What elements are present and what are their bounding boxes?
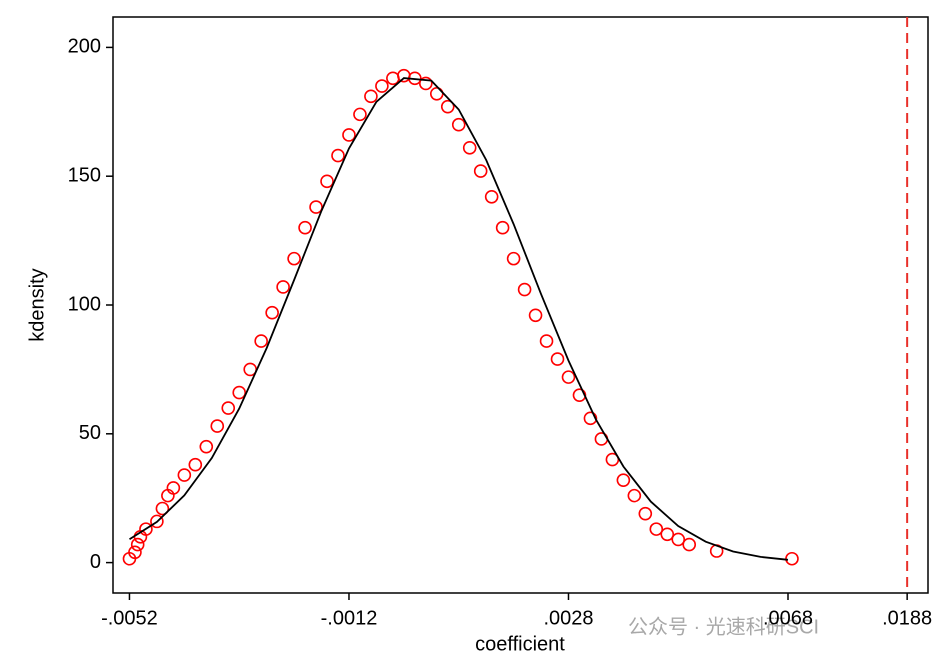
point [583,411,598,426]
point [188,457,203,472]
point [627,488,642,503]
y-tick-label: 200 [68,36,101,58]
plot-frame [112,16,929,594]
point [342,128,356,142]
point [785,551,799,566]
point [155,501,170,516]
point [166,481,181,495]
point [440,99,455,114]
x-axis-label: coefficient [475,633,565,655]
y-axis-label: kdensity [26,268,48,341]
point [320,174,334,189]
point [495,220,510,235]
y-tick-label: 100 [68,293,101,315]
x-tick-label: .0028 [543,607,593,629]
density-line [129,77,789,561]
point [232,385,247,400]
point [139,522,153,536]
point [682,537,697,552]
point [561,370,576,384]
y-tick-label: 50 [79,422,101,444]
point [506,251,521,266]
x-tick-label: -.0052 [101,607,158,629]
point [528,308,543,323]
point [375,79,389,93]
point [484,190,499,204]
point [331,148,345,163]
point [210,419,225,433]
point [221,401,236,415]
point [265,305,279,320]
point [298,220,312,235]
point [671,532,686,547]
point [130,537,145,552]
point [660,527,675,542]
x-tick-label: .0068 [763,607,813,629]
point [473,164,488,178]
point [397,68,411,83]
point [386,71,400,86]
point [638,506,653,521]
point [539,334,554,348]
y-tick-label: 0 [90,551,101,573]
point [451,117,466,132]
watermark: 公众号 · 光速科研SCI [628,615,819,638]
point [309,200,323,214]
point [150,514,164,529]
x-tick-label: .0188 [882,607,932,629]
point [649,522,664,536]
point [276,280,290,294]
point [199,439,214,454]
point [128,545,142,560]
point [364,89,378,104]
point [517,282,532,297]
point [353,107,367,122]
point [254,334,268,348]
point [287,251,301,266]
point [419,76,433,91]
x-tick-label: -.0012 [321,607,378,629]
point [550,352,565,366]
point [462,141,477,155]
point [177,468,192,482]
y-tick-label: 150 [68,164,101,186]
point [616,473,631,487]
